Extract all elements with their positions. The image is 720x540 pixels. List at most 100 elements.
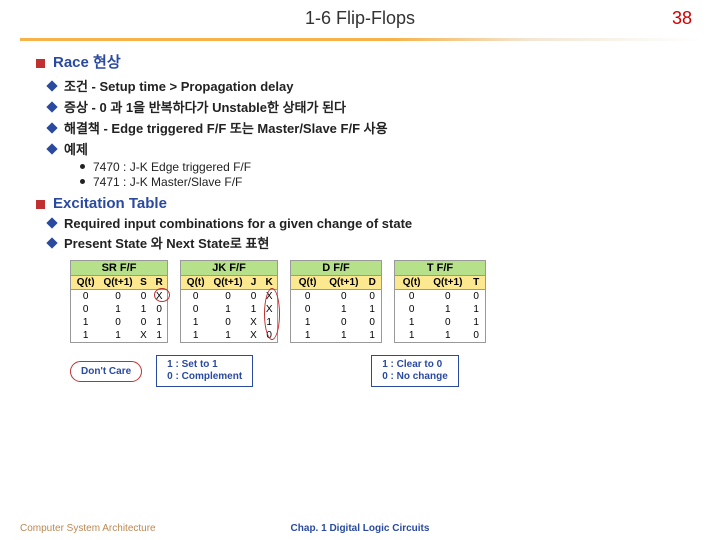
table-header-cell: Q(t+1) [428,276,467,289]
item-text: 증상 - 0 과 1을 반복하다가 Unstable한 상태가 된다 [64,100,346,115]
table-cell: 1 [363,329,381,342]
heading-text: Excitation Table [53,195,167,212]
table-cell: 1 [467,316,485,329]
table-header-row: Q(t)Q(t+1)T [395,276,485,290]
sub-text: 7471 : J-K Master/Slave F/F [93,175,242,189]
table-cell: 1 [136,303,152,316]
diamond-bullet-icon [46,101,57,112]
table-cell: 0 [395,290,428,303]
table-header-cell: K [261,276,277,289]
table-title: SR F/F [71,261,167,276]
table-header-cell: Q(t+1) [100,276,135,289]
table-cell: 0 [467,329,485,342]
heading-text: Race 현상 [53,54,121,71]
table-title: D F/F [291,261,381,276]
table-row: 111 [291,329,381,342]
diamond-bullet-icon [46,217,57,228]
table-cell: 1 [181,329,210,342]
table-cell: X [246,316,262,329]
square-bullet-icon [36,59,45,68]
table-header-row: Q(t)Q(t+1)SR [71,276,167,290]
table-row: 11X1 [71,329,167,342]
table-cell: 1 [363,303,381,316]
table-row: 000 [291,290,381,303]
divider [20,38,700,41]
table-cell: X [136,329,152,342]
diamond-bullet-icon [46,237,57,248]
item-text: Present State 와 Next State로 표현 [64,236,269,251]
table-cell: 0 [151,303,167,316]
table-cell: 1 [291,316,324,329]
table-cell: 1 [210,303,245,316]
table-cell: 1 [324,303,363,316]
table-header-cell: R [151,276,167,289]
table-cell: 1 [151,329,167,342]
race-sub-1: 7471 : J-K Master/Slave F/F [20,175,700,189]
table-header-cell: D [363,276,381,289]
table-cell: 0 [291,303,324,316]
race-sub-0: 7470 : J-K Edge triggered F/F [20,160,700,174]
table-header-cell: Q(t+1) [210,276,245,289]
dontcare-label: Don't Care [70,361,142,382]
section-excitation: Excitation Table [36,195,700,212]
table-cell: 0 [261,329,277,342]
diamond-bullet-icon [46,80,57,91]
table-cell: 0 [136,316,152,329]
diamond-bullet-icon [46,122,57,133]
table-row: 101 [395,316,485,329]
table-cell: 0 [324,316,363,329]
table-cell: 0 [428,316,467,329]
legend-line: 1 : Set to 1 [167,359,242,371]
table-cell: 1 [428,329,467,342]
table-row: 011 [395,303,485,316]
table-cell: 0 [363,316,381,329]
table-row: 0110 [71,303,167,316]
table-header-cell: J [246,276,262,289]
table-header-cell: Q(t) [291,276,324,289]
table-cell: X [246,329,262,342]
table-cell: 1 [428,303,467,316]
table-cell: 0 [467,290,485,303]
table-header-cell: Q(t) [395,276,428,289]
table-cell: 1 [467,303,485,316]
table-cell: X [151,290,167,303]
table-cell: 1 [100,329,135,342]
table-row: 1001 [71,316,167,329]
table-sr: SR F/FQ(t)Q(t+1)SR000X0110100111X1 [70,260,168,343]
table-cell: 0 [363,290,381,303]
table-cell: 1 [395,329,428,342]
table-cell: 0 [71,303,100,316]
table-cell: 0 [136,290,152,303]
square-bullet-icon [36,200,45,209]
table-header-cell: Q(t+1) [324,276,363,289]
table-cell: 0 [246,290,262,303]
table-cell: X [261,303,277,316]
footer: Computer System Architecture Chap. 1 Dig… [20,523,700,534]
legend-box-1: 1 : Set to 1 0 : Complement [156,355,253,387]
legend-line: 0 : No change [382,371,448,383]
table-row: 000X [181,290,277,303]
item-text: Required input combinations for a given … [64,216,412,231]
table-cell: 0 [210,316,245,329]
title-row: 1-6 Flip-Flops 38 [20,8,700,36]
table-header-row: Q(t)Q(t+1)JK [181,276,277,290]
table-cell: 0 [324,290,363,303]
dot-bullet-icon [80,179,85,184]
table-row: 110 [395,329,485,342]
section-race: Race 현상 [36,51,700,72]
race-item-3: 예제 [20,139,700,158]
table-cell: 1 [210,329,245,342]
table-cell: 1 [246,303,262,316]
table-header-cell: S [136,276,152,289]
exc-item-0: Required input combinations for a given … [20,216,700,231]
table-cell: 0 [395,303,428,316]
table-cell: 0 [100,316,135,329]
table-d: D F/FQ(t)Q(t+1)D000011100111 [290,260,382,343]
legend-box-2: 1 : Clear to 0 0 : No change [371,355,459,387]
table-header-row: Q(t)Q(t+1)D [291,276,381,290]
table-cell: X [261,290,277,303]
diamond-bullet-icon [46,143,57,154]
table-cell: 1 [100,303,135,316]
table-cell: 1 [291,329,324,342]
race-item-0: 조건 - Setup time > Propagation delay [20,76,700,95]
